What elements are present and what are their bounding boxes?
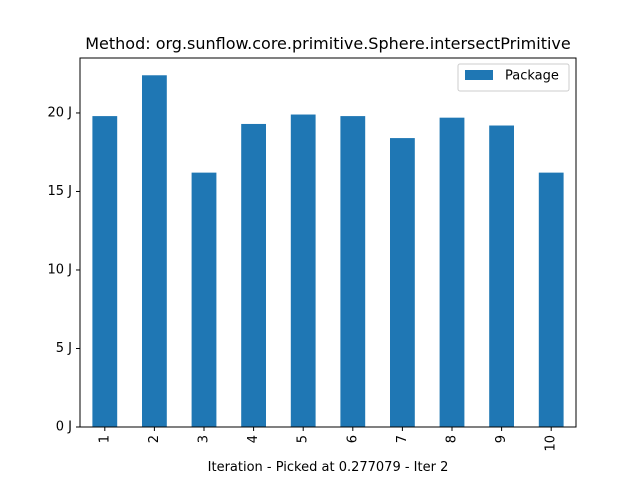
chart-title: Method: org.sunflow.core.primitive.Spher… [85,34,571,53]
plot-frame [79,57,577,428]
bar-4 [241,123,266,427]
x-tick-label: 8 [445,435,460,443]
x-tick-label: 1 [97,435,112,443]
x-tick-label: 3 [197,435,212,443]
legend: Package [457,63,570,92]
y-tick-label: 15 J [47,184,72,199]
x-tick-label: 6 [345,435,360,443]
y-tick-label: 0 J [56,420,72,435]
x-axis-title: Iteration - Picked at 0.277079 - Iter 2 [208,460,449,475]
bar-3 [191,172,217,427]
legend-swatch [465,70,493,80]
x-tick-label: 5 [296,435,311,443]
y-axis: 0 J 5 J 10 J 15 J 20 J [47,105,80,435]
bar-9 [489,125,514,427]
y-tick-label: 5 J [56,341,72,356]
bar-8 [439,117,465,427]
x-tick-label: 7 [395,435,410,443]
x-tick-label: 10 [544,435,559,452]
y-tick-label: 20 J [47,105,72,120]
bar-1 [92,116,118,427]
bar-10 [538,172,564,427]
bar-2 [142,75,167,427]
bars-group [92,75,564,428]
legend-label: Package [505,69,559,84]
x-tick-label: 4 [246,435,261,443]
x-axis: 1 2 3 4 5 6 7 8 9 10 [97,427,559,452]
y-tick-label: 10 J [47,262,72,277]
x-tick-label: 2 [147,435,162,443]
x-tick-label: 9 [494,435,509,443]
bar-5 [290,114,316,428]
bar-6 [340,116,366,427]
bar-7 [390,138,415,427]
